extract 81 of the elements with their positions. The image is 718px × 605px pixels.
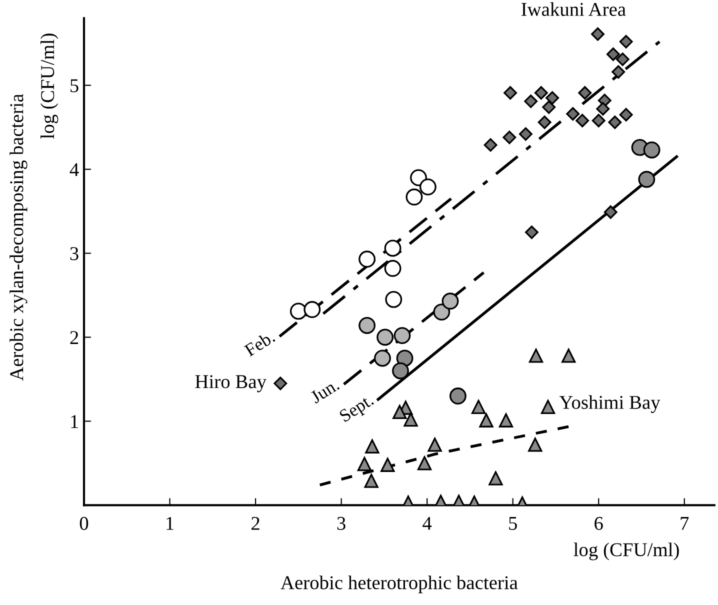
point <box>619 108 633 122</box>
point <box>274 376 288 390</box>
text: Jun. <box>310 378 340 404</box>
x-tick-label: 4 <box>422 516 432 530</box>
point <box>502 130 516 144</box>
point <box>358 317 376 334</box>
point <box>479 413 494 428</box>
series-label: Hiro Bay <box>195 375 266 392</box>
y-axis-title: Aerobic xylan-decomposing bacteria <box>10 94 28 381</box>
point <box>392 404 407 420</box>
point <box>566 107 580 121</box>
series-label: Yoshimi Bay <box>559 395 660 413</box>
point <box>374 350 391 367</box>
point <box>591 27 604 41</box>
point <box>608 116 622 129</box>
point <box>365 439 380 454</box>
point <box>433 304 450 321</box>
point <box>528 348 544 363</box>
point <box>290 302 307 320</box>
y-tick-label: 5 <box>70 79 78 92</box>
point <box>616 52 630 66</box>
point <box>578 86 592 100</box>
x-tick-label: 3 <box>337 516 346 530</box>
point <box>638 170 656 188</box>
point <box>376 328 394 346</box>
point <box>534 86 548 100</box>
x-tick-label: 1 <box>166 516 174 530</box>
point <box>538 116 552 129</box>
point <box>524 94 538 108</box>
point <box>358 250 376 268</box>
point <box>404 412 418 427</box>
y-tick-label: 4 <box>70 163 79 176</box>
point <box>540 400 556 414</box>
text: log (CFU/ml) <box>40 34 58 139</box>
point <box>428 438 442 452</box>
point <box>406 188 423 206</box>
x-tick-label: 7 <box>680 517 689 530</box>
x-axis-title: Aerobic heterotrophic bacteria <box>280 576 518 594</box>
point <box>384 240 402 257</box>
point <box>449 388 466 404</box>
point <box>442 292 459 310</box>
point <box>357 456 372 472</box>
x-tick-label: 2 <box>252 516 260 530</box>
point <box>488 471 503 486</box>
point <box>392 362 409 380</box>
text: log (CFU/ml) <box>574 542 679 560</box>
point <box>471 400 486 414</box>
point <box>612 65 626 79</box>
x-tick-label: 6 <box>594 516 603 530</box>
point <box>304 301 321 318</box>
point <box>484 138 498 152</box>
point <box>385 290 402 308</box>
series-label: Iwakuni Area <box>521 2 626 16</box>
point <box>518 127 532 141</box>
point <box>380 458 395 472</box>
point <box>419 178 436 196</box>
point <box>504 86 518 100</box>
point <box>619 34 633 48</box>
point <box>576 114 590 128</box>
point <box>596 102 610 116</box>
point <box>606 48 620 61</box>
point <box>384 260 402 277</box>
point <box>643 142 660 158</box>
x-tick-label: 0 <box>80 516 88 530</box>
point <box>498 413 514 428</box>
point <box>524 226 538 239</box>
y-tick-label: 1 <box>71 415 78 428</box>
point <box>592 114 606 128</box>
text: Feb. <box>243 330 276 357</box>
point <box>546 91 560 105</box>
x-tick-label: 5 <box>509 517 517 530</box>
point <box>417 456 432 470</box>
point <box>528 438 542 452</box>
point <box>604 205 618 219</box>
point <box>562 348 576 363</box>
point <box>394 327 411 344</box>
y-tick-label: 2 <box>70 331 78 344</box>
y-tick-label: 3 <box>70 247 78 260</box>
text: Sept. <box>338 394 376 426</box>
point <box>542 100 556 114</box>
point <box>364 474 378 488</box>
